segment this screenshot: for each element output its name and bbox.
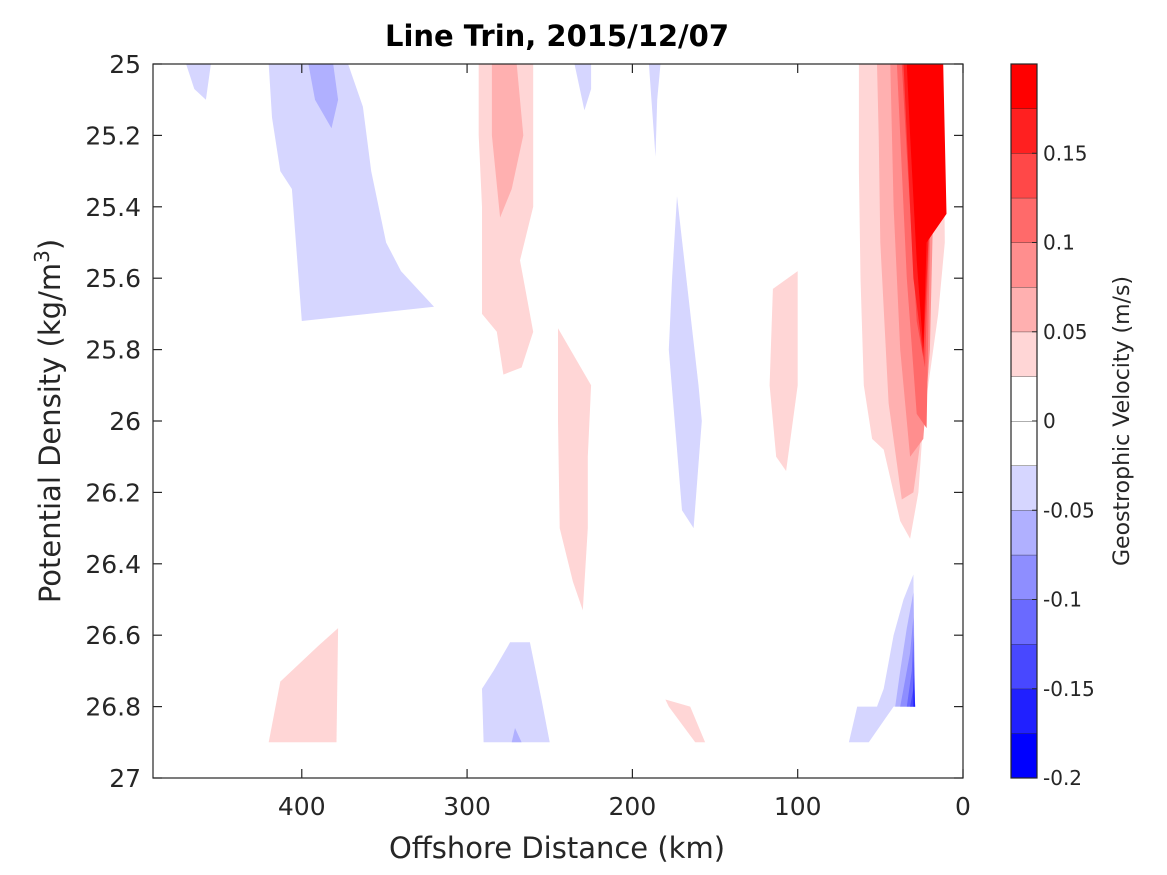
colorbar-segment: [1011, 554, 1037, 600]
colorbar-segment: [1011, 465, 1037, 511]
plot-area: [186, 64, 947, 743]
x-tick-label: 400: [278, 792, 326, 821]
y-axis: 25 25.2 25.4 25.6 25.8 26 26.2 26.4 26.6 26.8 27: [85, 50, 963, 793]
y-tick-label: 26: [109, 407, 141, 436]
contour-region-negative-level-1: [574, 64, 592, 111]
colorbar-tick-label: 0.1: [1043, 231, 1075, 255]
y-tick-label: 26.2: [85, 478, 141, 507]
contour-region-negative-level-1: [648, 64, 661, 157]
colorbar-segment: [1011, 688, 1037, 734]
contour-region-positive-level-1: [268, 628, 339, 743]
contour-region-negative-level-1: [268, 64, 434, 321]
contour-region-negative-level-1: [482, 642, 550, 743]
contour-region-negative-level-4: [906, 635, 916, 707]
colorbar-tick-label: 0.15: [1043, 141, 1088, 165]
colorbar-tick-label: -0.15: [1043, 677, 1095, 701]
y-tick-label: 26.8: [85, 693, 141, 722]
y-axis-label: Potential Density (kg/m3): [30, 239, 67, 603]
y-tick-label: 25.2: [85, 121, 141, 150]
y-axis-label-superscript: 3: [30, 250, 54, 263]
colorbar-label: Geostrophic Velocity (m/s): [1110, 276, 1135, 566]
contour-region-positive-level-1: [769, 271, 798, 471]
contour-region-negative-level-6: [913, 678, 916, 707]
x-tick-label: 100: [774, 792, 822, 821]
contour-region-negative-level-2: [308, 64, 339, 129]
contour-region-negative-level-1: [668, 196, 702, 529]
colorbar-segment: [1011, 287, 1037, 332]
colorbar-segment: [1011, 64, 1037, 109]
y-axis-label-close: ): [33, 239, 67, 250]
y-axis-label-main: Potential Density (kg/m: [33, 263, 67, 603]
colorbar-segment: [1011, 108, 1037, 154]
colorbar-segment: [1011, 197, 1037, 243]
y-tick-label: 25.6: [85, 264, 141, 293]
colorbar-segment: [1011, 599, 1037, 645]
colorbar-segment: [1011, 242, 1037, 288]
colorbar-segment: [1011, 331, 1037, 377]
contour-region-positive-level-2: [491, 64, 524, 218]
x-tick-label: 200: [609, 792, 657, 821]
x-axis: 400 300 200 100 0: [278, 64, 971, 821]
colorbar-segment: [1011, 733, 1037, 778]
y-tick-label: 27: [109, 764, 141, 793]
colorbar-segment: [1011, 421, 1037, 466]
x-tick-label: 300: [443, 792, 491, 821]
colorbar-tick-label: 0.05: [1043, 320, 1088, 344]
colorbar: -0.2 -0.15 -0.1 -0.05 0 0.05 0.1 0.15: [1011, 63, 1095, 790]
contour-region-negative-level-2: [511, 728, 522, 743]
colorbar-segment: [1011, 510, 1037, 555]
y-tick-label: 25.4: [85, 193, 141, 222]
colorbar-tick-label: -0.2: [1043, 766, 1082, 790]
contour-region-positive-level-1: [558, 328, 592, 611]
chart-title: Line Trin, 2015/12/07: [385, 19, 729, 53]
contour-region-positive-level-1: [665, 699, 706, 743]
y-tick-label: 26.6: [85, 621, 141, 650]
x-axis-label: Offshore Distance (km): [389, 831, 725, 865]
colorbar-tick-label: -0.05: [1043, 498, 1095, 522]
y-tick-label: 25.8: [85, 336, 141, 365]
colorbar-tick-label: 0: [1043, 409, 1056, 433]
colorbar-tick-label: -0.1: [1043, 588, 1082, 612]
y-tick-label: 26.4: [85, 550, 141, 579]
colorbar-segment: [1011, 153, 1037, 198]
x-tick-label: 0: [955, 792, 971, 821]
colorbar-frame: [1010, 63, 1038, 779]
colorbar-segment: [1011, 376, 1037, 421]
y-tick-label: 25: [109, 50, 141, 79]
contour-region-positive-level-7: [906, 64, 947, 350]
contour-region-negative-level-1: [186, 64, 211, 100]
colorbar-segment: [1011, 644, 1037, 689]
